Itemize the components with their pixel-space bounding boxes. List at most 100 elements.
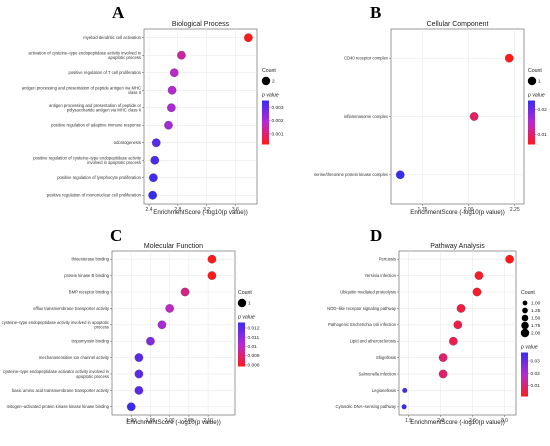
category-label: Pathogenic Escherichia coli infection [328, 322, 397, 327]
category-label: Yersinia infection [364, 273, 396, 278]
count-legend: Count 1 p value 0.01 0.02 [527, 68, 547, 145]
data-point [177, 50, 186, 60]
count-legend: Count 1.001.25 1.501.75 2.00 p value 0.01 0.02… [520, 290, 541, 397]
x-tick-label: 1.5 [405, 418, 412, 424]
category-label-line: protein kinase B binding [64, 273, 109, 278]
category-label-line: process [94, 325, 109, 330]
count-legend-title: Count [528, 68, 542, 74]
count-legend-label: 1 [248, 301, 251, 307]
category-label-line: positive regulation of adaptive immune r… [51, 123, 142, 128]
panel-letter: B [370, 3, 381, 22]
x-axis-label: EnrichmentScore (-log10(p value)) [126, 419, 221, 426]
category-label-line: CD40 receptor complex [344, 56, 389, 61]
data-point [150, 155, 160, 165]
data-point [157, 320, 167, 330]
category-label: Shigellosis [376, 355, 396, 360]
panel-title: Biological Process [172, 21, 230, 28]
x-axis-label: EnrichmentScore (-log10(p value)) [410, 419, 505, 426]
x-tick-label: 2.10 [203, 418, 213, 424]
plot-frame [143, 28, 258, 205]
category-label: odontogenesis [114, 140, 141, 145]
p-tick-label: 0.009 [248, 353, 260, 359]
category-label-line: basic amino acid transmembrane transport… [12, 388, 110, 393]
data-point [402, 387, 408, 393]
x-axis-label: EnrichmentScore (-log10(p value)) [153, 209, 248, 216]
count-legend: Count 2 p value 0.001 0.002 0.003 [261, 68, 284, 145]
data-point [395, 170, 405, 180]
count-legend-dot [261, 76, 271, 86]
data-point [134, 386, 144, 395]
data-point [401, 404, 407, 410]
category-label: efflux transmembrane transporter activit… [33, 306, 110, 311]
category-label-line: antigen processing and presentation of p… [22, 85, 141, 90]
data-point [151, 138, 161, 148]
x-tick-label: 2.00 [464, 207, 474, 213]
data-point [134, 369, 144, 379]
category-label: Salmonella infection [359, 371, 397, 376]
x-tick-label: 2.25 [510, 207, 520, 213]
p-tick-label: 0.012 [248, 326, 260, 332]
category-label: antigen processing and presentation of p… [22, 85, 141, 95]
x-tick-label: 3.0 [501, 418, 508, 424]
count-legend-title: Count [238, 290, 252, 296]
panel-title: Molecular Function [144, 243, 203, 250]
category-label: positive regulation of cysteine–type end… [33, 155, 142, 165]
category-label-line: positive regulation of mononuclear cell … [47, 193, 142, 198]
data-point [438, 369, 448, 379]
category-label-line: Shigellosis [376, 355, 396, 360]
panel-A: A Biological Process 2.4 2.8 3.2 3.6 myeloid d… [22, 3, 284, 216]
category-label: positive regulation of lymphocyte prolif… [57, 175, 141, 180]
count-legend-dot [237, 298, 247, 308]
panel-letter: D [370, 226, 382, 245]
data-point [167, 85, 177, 95]
count-legend-label: 1.50 [531, 316, 541, 322]
p-colorbar [238, 322, 245, 367]
count-legend-dot [521, 314, 529, 322]
data-point [474, 271, 484, 280]
panel-D: D Pathway Analysis 1.5 2.0 2.5 3.0 Pertussis Ye… [327, 226, 541, 426]
count-legend-title: Count [521, 290, 535, 296]
category-label: mechanosensitive ion channel activity [39, 355, 110, 360]
x-tick-label: 2.05 [184, 418, 194, 424]
category-label: positive regulation of adaptive immune r… [51, 123, 142, 128]
count-legend-label: 1.75 [531, 323, 541, 329]
panel-title: Pathway Analysis [430, 243, 485, 250]
count-legend-label: 1.25 [531, 308, 541, 314]
category-label: CD40 receptor complex [344, 56, 389, 61]
data-point [146, 336, 155, 346]
category-label-line: antigen processing and presentation of p… [49, 103, 142, 108]
x-tick-label: 1.75 [418, 207, 428, 213]
plot-frame [111, 250, 236, 416]
x-tick-label: 1.95 [146, 418, 156, 424]
x-tick-label: 2.8 [174, 207, 181, 213]
category-label: Cytosolic DNA–sensing pathway [335, 404, 396, 409]
count-legend-dot [520, 328, 530, 338]
p-colorbar [521, 352, 528, 397]
category-label: myeloid dendritic cell activation [83, 35, 141, 40]
category-label: basic amino acid transmembrane transport… [12, 388, 110, 393]
p-tick-label: 0.01 [538, 132, 548, 138]
data-point [504, 53, 514, 63]
category-label: thioesterase binding [72, 257, 110, 262]
category-label-line: positive regulation of cysteine–type end… [33, 155, 142, 160]
category-label: positive regulation of T cell proliferat… [69, 70, 142, 75]
data-point [167, 103, 176, 113]
category-label: protein kinase B binding [64, 273, 109, 278]
p-tick-label: 0.02 [538, 107, 548, 113]
data-point [472, 287, 482, 297]
category-label-line: positive regulation of lymphocyte prolif… [57, 175, 141, 180]
data-point [134, 353, 144, 362]
category-label-line: mitogen–activated protein kinase kinase … [7, 404, 110, 409]
p-tick-label: 0.002 [272, 118, 284, 124]
category-label-line: cysteine–type endopeptidase activity inv… [2, 320, 109, 325]
count-legend-label: 2 [272, 79, 275, 85]
category-label-line: involved in apoptotic process [87, 160, 141, 165]
panel-title: Cellular Component [427, 21, 489, 28]
panel-letter: A [112, 3, 125, 22]
category-label: antigen processing and presentation of p… [49, 103, 142, 113]
x-tick-label: 3.6 [232, 207, 239, 213]
count-legend-label: 1.00 [531, 301, 541, 307]
data-point [244, 33, 253, 43]
x-tick-label: 2.4 [146, 207, 153, 213]
